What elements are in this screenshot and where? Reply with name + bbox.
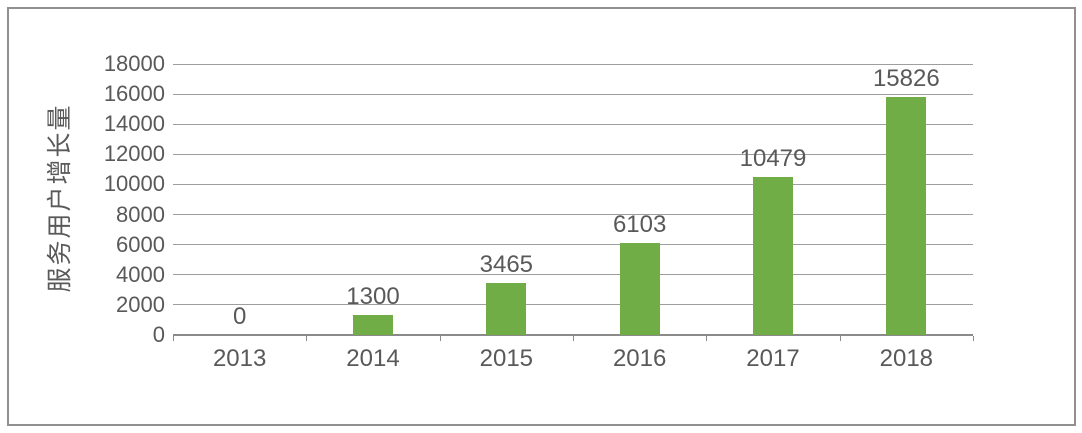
x-axis-label-2013: 2013 xyxy=(212,345,267,372)
bar-2017 xyxy=(753,177,793,335)
bar-value-label-2013: 0 xyxy=(232,303,247,330)
x-axis-line xyxy=(173,334,973,336)
bar-2014 xyxy=(353,315,393,335)
gridline-10000 xyxy=(173,183,973,185)
x-axis-label-2014: 2014 xyxy=(346,345,400,372)
bar-value-label-2017: 10479 xyxy=(739,145,807,173)
gridline-6000 xyxy=(173,244,973,246)
x-axis-tick xyxy=(706,336,708,341)
y-tick-label-18000: 18000 xyxy=(103,51,165,76)
gridline-4000 xyxy=(173,274,973,276)
bar-2016 xyxy=(619,243,660,335)
x-axis-tick xyxy=(173,336,174,341)
y-tick-label-2000: 2000 xyxy=(116,291,165,317)
bar-value-label-2014: 1300 xyxy=(346,283,400,311)
gridline-8000 xyxy=(173,214,973,216)
y-tick-label-10000: 10000 xyxy=(103,171,165,197)
x-axis-tick xyxy=(839,336,841,341)
bar-value-label-2015: 3465 xyxy=(479,250,534,278)
x-axis-tick xyxy=(306,336,308,341)
x-axis-tick xyxy=(573,336,574,341)
gridline-12000 xyxy=(173,153,973,155)
x-axis-label-2018: 2018 xyxy=(879,345,934,372)
gridline-2000 xyxy=(173,304,973,306)
x-axis-label-2017: 2017 xyxy=(746,345,800,372)
bar-value-label-2016: 6103 xyxy=(612,211,667,239)
bar-2018 xyxy=(886,96,927,335)
x-axis-tick xyxy=(439,336,441,341)
gridline-18000 xyxy=(173,63,973,65)
x-axis-tick xyxy=(973,336,974,341)
y-tick-label-12000: 12000 xyxy=(103,141,165,167)
bar-value-label-2018: 15826 xyxy=(872,64,940,92)
x-axis-label-2016: 2016 xyxy=(612,345,667,372)
gridline-14000 xyxy=(173,123,973,125)
y-tick-label-16000: 16000 xyxy=(103,81,165,107)
y-tick-label-6000: 6000 xyxy=(116,231,165,257)
x-axis-label-2015: 2015 xyxy=(479,345,534,372)
bar-2015 xyxy=(486,282,527,335)
gridline-16000 xyxy=(173,93,973,95)
y-tick-label-8000: 8000 xyxy=(116,201,165,227)
y-tick-label-4000: 4000 xyxy=(116,261,165,287)
y-tick-label-0: 0 xyxy=(152,322,165,347)
y-tick-label-14000: 14000 xyxy=(103,111,165,137)
